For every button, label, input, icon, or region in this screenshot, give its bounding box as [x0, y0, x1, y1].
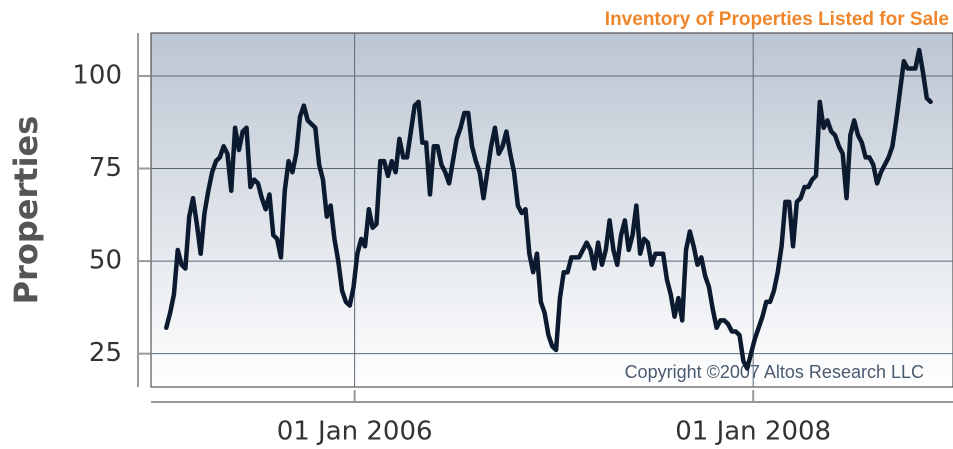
- x-tick-label: 01 Jan 2006: [277, 417, 433, 447]
- chart-title: Inventory of Properties Listed for Sale: [605, 9, 949, 30]
- y-tick-label: 50: [89, 246, 122, 276]
- x-tick-label: 01 Jan 2008: [675, 417, 831, 447]
- y-tick-label: 100: [72, 60, 122, 90]
- data-line: [164, 47, 933, 371]
- annotation: Copyright ©2007 Altos Research LLC: [625, 362, 924, 382]
- y-tick-label: 25: [89, 338, 122, 368]
- y-axis-label: Properties: [7, 116, 45, 305]
- y-tick-label: 75: [89, 153, 122, 183]
